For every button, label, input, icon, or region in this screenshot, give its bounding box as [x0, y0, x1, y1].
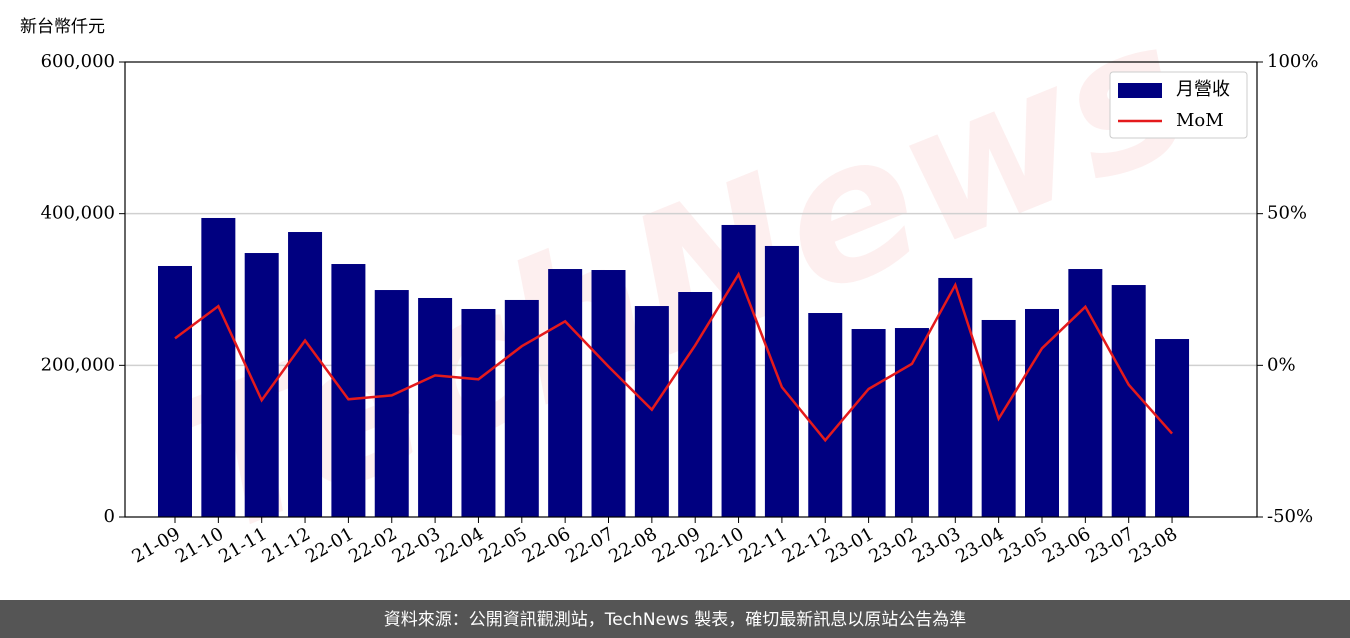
bar: [504, 299, 539, 517]
x-tick-label: 23-07: [1082, 523, 1137, 567]
bar: [374, 290, 409, 517]
x-tick-label: 22-05: [475, 523, 530, 567]
x-tick-label: 22-07: [562, 523, 617, 567]
bar: [851, 329, 886, 517]
bar: [1155, 339, 1190, 517]
x-tick-label: 21-10: [172, 523, 227, 567]
y2-tick-label: 0%: [1267, 354, 1296, 375]
x-tick-label: 22-12: [779, 523, 834, 567]
bar: [158, 265, 192, 517]
x-tick-label: 23-02: [866, 523, 921, 567]
y-tick-label: 600,000: [41, 51, 115, 72]
x-tick-label: 22-06: [519, 523, 574, 567]
footer-bar: [0, 600, 1350, 638]
bar: [201, 217, 236, 517]
x-tick-label: 22-09: [649, 523, 704, 567]
bar: [591, 270, 626, 517]
x-tick-label: 22-03: [389, 523, 444, 567]
x-tick-label: 23-06: [1039, 523, 1094, 567]
x-tick-label: 23-05: [996, 523, 1051, 567]
bar: [938, 277, 973, 517]
bar: [894, 328, 929, 517]
y-tick-label: 0: [104, 506, 115, 527]
bar: [288, 232, 323, 518]
footer-text: 資料來源：公開資訊觀測站，TechNews 製表，確切最新訊息以原站公告為準: [384, 610, 966, 630]
x-tick-label: 22-08: [605, 523, 660, 567]
x-tick-label: 22-11: [735, 523, 790, 567]
bar: [331, 264, 366, 517]
plot-frame: [124, 61, 1258, 518]
y-axis-label: 新台幣仟元: [20, 17, 105, 37]
legend-swatch: [1118, 83, 1162, 98]
y2-tick-label: -50%: [1267, 506, 1313, 527]
bar: [764, 245, 799, 517]
x-tick-label: 23-04: [952, 523, 1007, 567]
y-tick-label: 400,000: [41, 203, 115, 224]
x-tick-label: 23-08: [1126, 523, 1181, 567]
bar: [1068, 269, 1103, 517]
bar: [808, 313, 843, 517]
x-tick-label: 22-04: [432, 523, 487, 567]
x-tick-label: 23-01: [822, 523, 877, 567]
bar: [721, 224, 756, 518]
x-tick-label: 23-03: [909, 523, 964, 567]
legend-label: 月營收: [1176, 79, 1230, 100]
bar: [1025, 308, 1059, 517]
bar: [548, 269, 583, 517]
y2-tick-label: 50%: [1267, 203, 1307, 224]
bar: [678, 292, 713, 517]
x-tick-label: 21-09: [129, 523, 184, 567]
line: [174, 271, 1173, 443]
bar: [461, 308, 496, 517]
bar: [634, 306, 669, 517]
bar: [1111, 285, 1146, 517]
x-tick-label: 22-10: [692, 523, 747, 567]
y2-tick-label: 100%: [1267, 51, 1318, 72]
y-tick-label: 200,000: [41, 354, 115, 375]
legend-label: MoM: [1176, 110, 1224, 131]
bar: [418, 297, 453, 517]
